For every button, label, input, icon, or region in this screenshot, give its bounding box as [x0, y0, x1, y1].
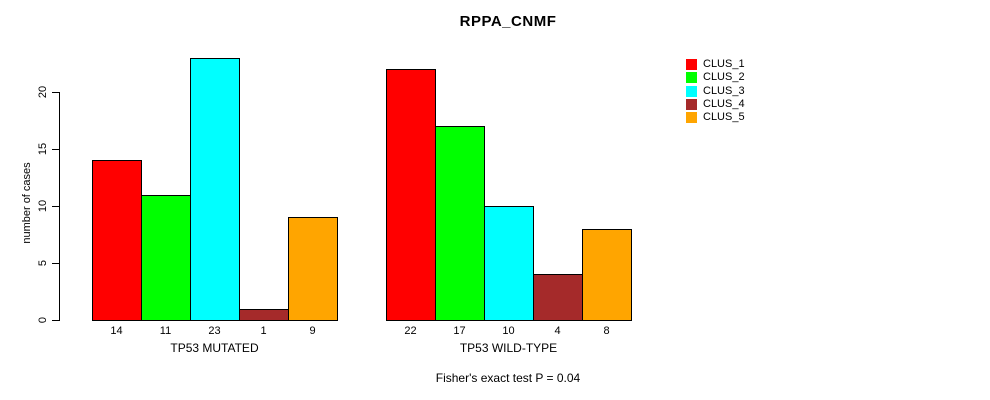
- bar-value-label: 22: [404, 325, 417, 337]
- legend-label: CLUS_1: [703, 58, 745, 70]
- bar-value-label: 23: [208, 325, 221, 337]
- bar-clus_1-wildtype: [386, 69, 436, 321]
- legend-swatch-clus_1: [686, 59, 697, 70]
- y-axis-tick: [52, 206, 59, 207]
- y-axis-tick: [52, 149, 59, 150]
- legend-label: CLUS_4: [703, 98, 745, 110]
- bar-value-label: 17: [453, 325, 466, 337]
- legend-label: CLUS_2: [703, 71, 745, 83]
- bar-value-label: 14: [110, 325, 123, 337]
- bar-value-label: 10: [502, 325, 515, 337]
- legend-swatch-clus_2: [686, 72, 697, 83]
- y-axis-tick: [52, 92, 59, 93]
- y-axis-title: number of cases: [21, 162, 33, 244]
- group-label: TP53 WILD-TYPE: [459, 341, 558, 355]
- y-axis-tick-label: 20: [37, 85, 49, 99]
- bar-clus_3-mutated: [190, 58, 240, 321]
- y-axis-tick-label: 10: [37, 199, 49, 213]
- bar-clus_5-mutated: [288, 217, 338, 321]
- y-axis-tick: [52, 263, 59, 264]
- chart-title: RPPA_CNMF: [459, 13, 557, 30]
- bar-value-label: 1: [260, 325, 267, 337]
- legend-swatch-clus_4: [686, 99, 697, 110]
- bar-value-label: 4: [554, 325, 561, 337]
- bar-value-label: 11: [159, 325, 172, 337]
- legend-label: CLUS_3: [703, 85, 745, 97]
- bar-clus_3-wildtype: [484, 206, 534, 321]
- legend-swatch-clus_5: [686, 112, 697, 123]
- y-axis-tick: [52, 320, 59, 321]
- y-axis-line: [59, 92, 60, 321]
- bar-value-label: 9: [309, 325, 316, 337]
- group-label: TP53 MUTATED: [170, 341, 259, 355]
- y-axis-tick-label: 5: [37, 259, 49, 267]
- bar-value-label: 8: [603, 325, 610, 337]
- bar-clus_4-wildtype: [533, 274, 583, 321]
- bar-clus_1-mutated: [92, 160, 142, 321]
- footnote-fishers-test: Fisher's exact test P = 0.04: [435, 371, 581, 385]
- y-axis-tick-label: 15: [37, 142, 49, 156]
- legend-swatch-clus_3: [686, 86, 697, 97]
- legend-label: CLUS_5: [703, 111, 745, 123]
- bar-clus_2-mutated: [141, 195, 191, 321]
- bar-clus_4-mutated: [239, 309, 289, 321]
- bar-clus_2-wildtype: [435, 126, 485, 321]
- y-axis-tick-label: 0: [37, 316, 49, 324]
- bar-clus_5-wildtype: [582, 229, 632, 321]
